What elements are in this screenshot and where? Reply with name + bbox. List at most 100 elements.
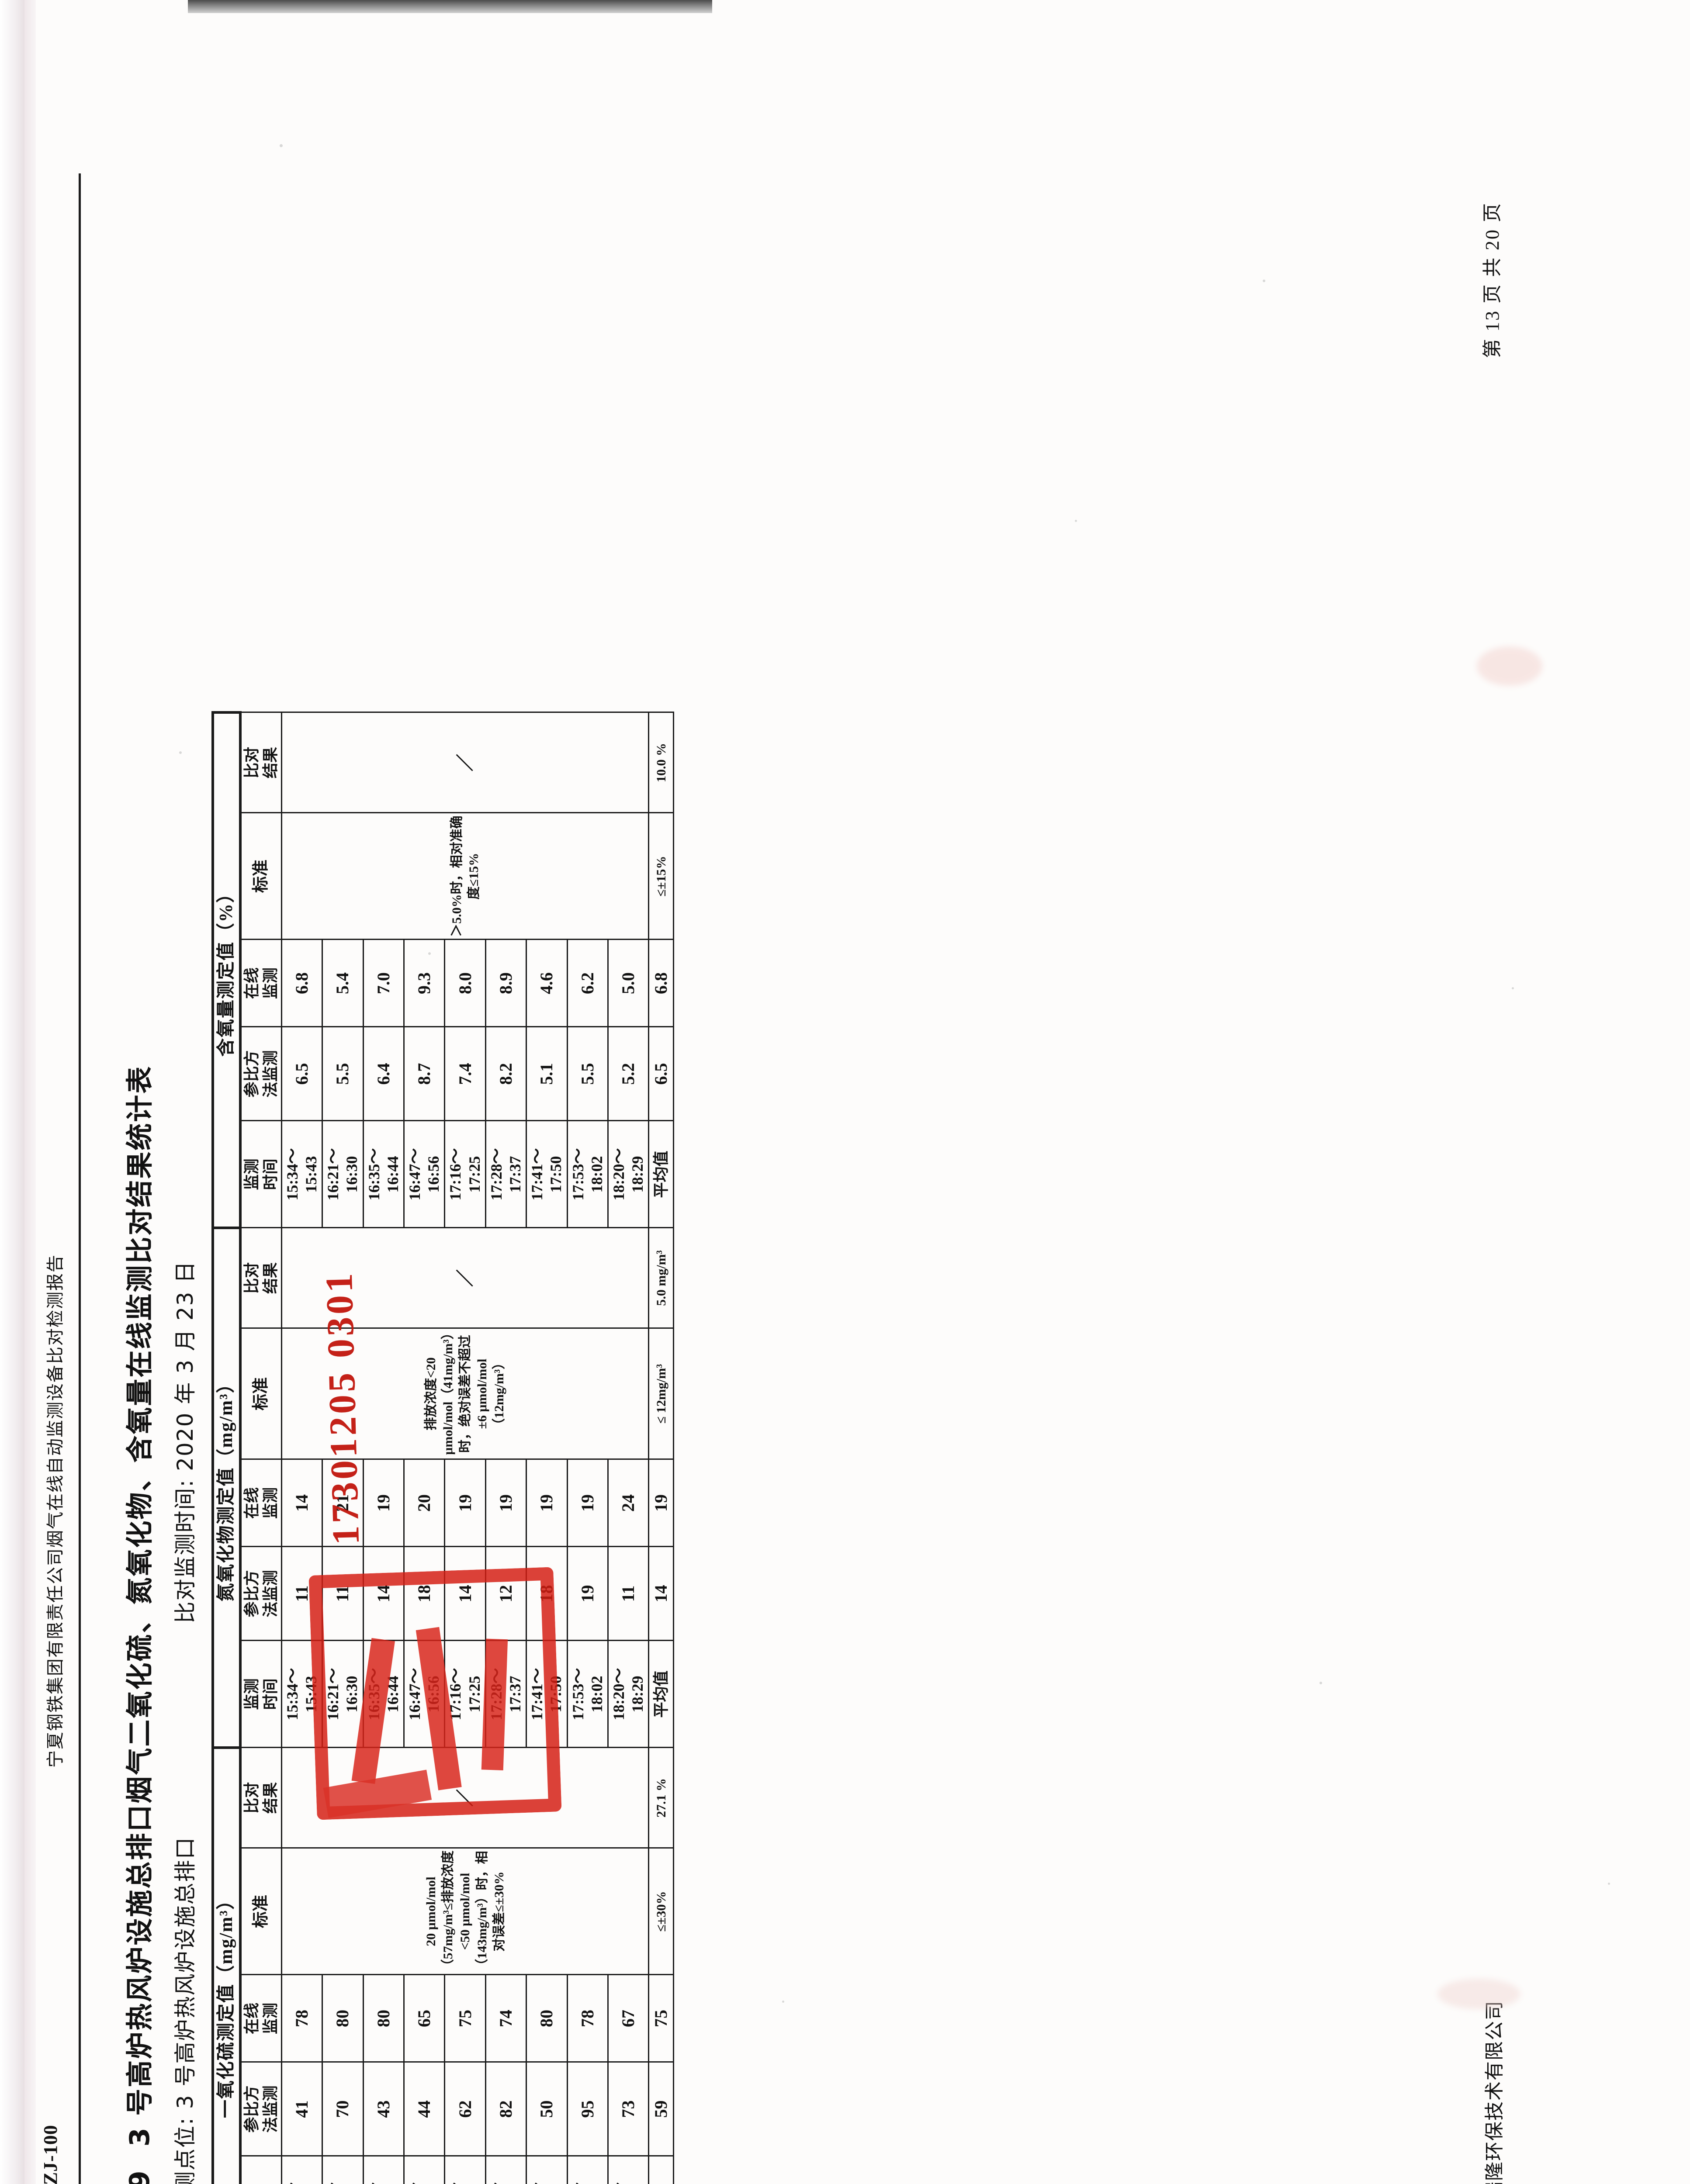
page-number: 第 13 页 共 20 页 — [1482, 201, 1503, 358]
table-row: 15:34～ 15:43417820 μmol/mol（57mg/m³≤排放浓度… — [281, 712, 649, 2184]
colheader-o2-online: 在线 监测 — [240, 939, 282, 1027]
scan-speck — [1263, 280, 1265, 282]
cell-nox-ref: 14 — [444, 1546, 486, 1641]
cell-nox-time: 17:41～ 17:50 — [526, 1640, 567, 1748]
colheader-so2-time: 监测 时间 — [240, 2156, 282, 2184]
cell-o2-time: 15:34～ 15:43 — [281, 1120, 322, 1228]
cell-o2-ref: 7.4 — [444, 1026, 486, 1121]
scan-speck — [1319, 1682, 1322, 1684]
colheader-o2-ref: 参比方 法监测 — [240, 1026, 282, 1121]
subtitle-line: 比对监测点位: 3 号高炉热风炉设施总排口 比对监测时间: 2020 年 3 月… — [168, 1260, 199, 2184]
cell-nox-time: 17:28～ 17:37 — [485, 1640, 526, 1748]
cell-o2-time: 18:20～ 18:29 — [608, 1120, 649, 1228]
cell-so2-ref: 41 — [281, 2062, 322, 2156]
cell-nox-time: 15:34～ 15:43 — [281, 1640, 322, 1748]
cell-so2-time: 17:41～ 17:50 — [526, 2156, 567, 2184]
colheader-nox-standard: 标准 — [240, 1328, 282, 1459]
cell-o2-time: 平均值 — [648, 1120, 674, 1228]
cell-nox-online: 20 — [404, 1459, 445, 1547]
time-value: 2020 年 3 月 23 日 — [173, 1260, 198, 1471]
site-label: 比对监测点位: — [173, 2117, 198, 2184]
cell-o2-time: 17:28～ 17:37 — [485, 1120, 526, 1228]
cell-so2-standard: 20 μmol/mol（57mg/m³≤排放浓度<50 μmol/mol（143… — [281, 1848, 649, 1975]
cell-nox-ref: 19 — [567, 1546, 608, 1641]
cell-o2-online: 4.6 — [526, 939, 567, 1027]
cell-nox-online: 19 — [485, 1459, 526, 1547]
cell-o2-time: 16:47～ 16:56 — [404, 1120, 445, 1228]
table-title-text: 3 号高炉热风炉设施总排口烟气二氧化硫、氮氧化物、含氧量在线监测比对结果统计表 — [124, 1065, 156, 2146]
cell-nox-ref: 14 — [648, 1546, 674, 1641]
header-divider — [79, 173, 81, 2184]
colheader-nox-ref: 参比方 法监测 — [240, 1546, 282, 1641]
scan-speck — [1075, 520, 1077, 522]
scan-speck — [179, 751, 182, 754]
cell-nox-online: 14 — [281, 1459, 322, 1547]
colheader-so2-online: 在线 监测 — [240, 1974, 282, 2062]
cell-so2-ref: 44 — [404, 2062, 445, 2156]
cell-nox-online: 19 — [567, 1459, 608, 1547]
cell-nox-time: 17:53～ 18:02 — [567, 1640, 608, 1748]
cell-so2-time: 17:28～ 17:37 — [485, 2156, 526, 2184]
cell-so2-online: 78 — [281, 1974, 322, 2062]
stamp-serial-number: 17301205 0301 — [318, 1270, 368, 1545]
cell-o2-ref: 6.5 — [648, 1026, 674, 1121]
cell-o2-standard: ＞5.0%时，相对准确度≤15% — [281, 812, 649, 940]
cell-o2-time: 16:35～ 16:44 — [363, 1120, 404, 1228]
cell-so2-online: 75 — [648, 1974, 674, 2062]
scan-speck — [428, 952, 431, 955]
site-value: 3 号高炉热风炉设施总排口 — [173, 1836, 198, 2109]
colheader-nox-result: 比对 结果 — [240, 1227, 282, 1328]
colheader-o2-standard: 标准 — [240, 812, 282, 940]
cell-nox-time: 16:47～ 16:56 — [404, 1640, 445, 1748]
cell-so2-time: 18:20～ 18:29 — [608, 2156, 649, 2184]
cell-nox-ref: 14 — [363, 1546, 404, 1641]
cell-o2-online: 6.2 — [567, 939, 608, 1027]
cell-so2-online: 75 — [444, 1974, 486, 2062]
paper-top-shadow — [188, 0, 712, 13]
cell-so2-ref: 43 — [363, 2062, 404, 2156]
cell-so2-online: 65 — [404, 1974, 445, 2062]
cell-nox-online: 19 — [648, 1459, 674, 1547]
group-header-so2: 一氧化硫测定值（mg/m³） — [213, 1747, 240, 2184]
cell-o2-result-value: 10.0 % — [648, 712, 674, 813]
table-number: 表 4-9 — [124, 2169, 156, 2184]
cell-nox-ref: 18 — [526, 1546, 567, 1641]
table-column-header-row: 监测 时间 参比方 法监测 在线 监测 标准 比对 结果 监测 时间 参比方 法… — [240, 712, 282, 2184]
cell-nox-avg-standard: ≤ 12mg/m³ — [648, 1328, 674, 1459]
cell-o2-time: 16:21～ 16:30 — [322, 1120, 364, 1228]
cell-o2-online: 8.9 — [485, 939, 526, 1027]
paper-left-edge-inner — [24, 0, 36, 2184]
comparison-results-table: 一氧化硫测定值（mg/m³） 氮氧化物测定值（mg/m³） 含氧量测定值（%） … — [211, 711, 674, 2184]
cell-so2-result-slash: ／ — [281, 1747, 649, 1848]
cell-so2-avg-standard: ≤±30% — [648, 1848, 674, 1975]
cell-o2-ref: 6.4 — [363, 1026, 404, 1121]
time-label: 比对监测时间: — [173, 1479, 198, 1624]
colheader-nox-online: 在线 监测 — [240, 1459, 282, 1547]
colheader-so2-result: 比对 结果 — [240, 1747, 282, 1848]
cell-so2-time: 15:34～ 15:43 — [281, 2156, 322, 2184]
cell-so2-ref: 73 — [608, 2062, 649, 2156]
cell-so2-ref: 62 — [444, 2062, 486, 2156]
cell-o2-ref: 5.5 — [322, 1026, 364, 1121]
cell-nox-result-value: 5.0 mg/m³ — [648, 1227, 674, 1328]
cell-nox-ref: 12 — [485, 1546, 526, 1641]
cell-so2-time: 16:35～ 16:44 — [363, 2156, 404, 2184]
table-group-header-row: 一氧化硫测定值（mg/m³） 氮氧化物测定值（mg/m³） 含氧量测定值（%） — [213, 712, 240, 2184]
cell-nox-time: 16:21～ 16:30 — [322, 1640, 364, 1748]
cell-so2-online: 80 — [363, 1974, 404, 2062]
cell-o2-online: 8.0 — [444, 939, 486, 1027]
cell-o2-ref: 5.1 — [526, 1026, 567, 1121]
cell-nox-online: 19 — [363, 1459, 404, 1547]
scan-speck — [280, 144, 283, 147]
cell-o2-time: 17:16～ 17:25 — [444, 1120, 486, 1228]
cell-so2-ref: 59 — [648, 2062, 674, 2156]
footer-company-name: 宁夏泽瑞隆环保技术有限公司 — [1483, 2000, 1506, 2184]
cell-o2-online: 6.8 — [281, 939, 322, 1027]
cell-o2-online: 5.4 — [322, 939, 364, 1027]
scan-speck — [1512, 987, 1514, 989]
cell-so2-time: 16:21～ 16:30 — [322, 2156, 364, 2184]
cell-so2-online: 80 — [526, 1974, 567, 2062]
group-header-nox: 氮氧化物测定值（mg/m³） — [213, 1227, 240, 1748]
group-header-o2: 含氧量测定值（%） — [213, 712, 240, 1228]
